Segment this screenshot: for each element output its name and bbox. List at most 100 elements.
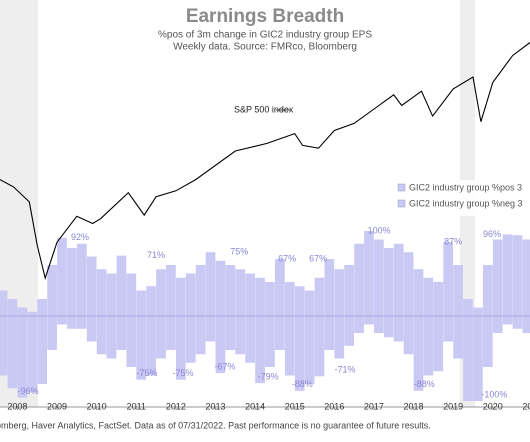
x-tick-label: 2016 (324, 401, 344, 411)
bar (47, 316, 57, 350)
bar (403, 252, 414, 316)
x-tick-label: 2012 (166, 401, 186, 411)
bar (27, 316, 38, 393)
bar (215, 316, 226, 373)
bar (96, 316, 107, 355)
bar (482, 316, 493, 367)
data-label: 100% (368, 225, 391, 235)
bar (492, 316, 503, 333)
bar (512, 316, 523, 329)
bar (146, 286, 156, 316)
bar (76, 316, 87, 329)
bar (433, 282, 444, 316)
bar (166, 265, 176, 316)
bar (37, 299, 48, 316)
bar (522, 316, 530, 333)
bar (255, 316, 265, 384)
bar (126, 316, 137, 367)
bar (393, 243, 404, 316)
bar (265, 282, 275, 316)
bar (116, 316, 127, 350)
x-tick-label: 2020 (483, 401, 503, 411)
bar (57, 316, 67, 325)
data-label: 87% (444, 236, 462, 246)
legend (396, 180, 530, 216)
bar (255, 277, 265, 316)
chart-title: Earnings Breadth (186, 6, 344, 27)
bar (76, 243, 87, 316)
bar (433, 316, 444, 372)
bar (146, 316, 156, 376)
bar (156, 269, 166, 316)
bar (393, 316, 404, 342)
bar (453, 265, 463, 316)
x-tick-label: 2019 (443, 401, 463, 411)
bar (185, 316, 196, 363)
bar (492, 239, 503, 316)
data-label: -96% (18, 386, 39, 396)
bar (166, 316, 176, 350)
bar (275, 316, 285, 350)
data-label: -75% (136, 368, 157, 378)
data-label: 96% (483, 229, 501, 239)
bar (413, 269, 424, 316)
bar (245, 273, 255, 316)
bar (275, 259, 285, 316)
x-tick-label: 2017 (364, 401, 384, 411)
bar (324, 316, 335, 350)
bar (126, 273, 137, 316)
bar (205, 252, 216, 316)
bar (294, 286, 305, 316)
bar (482, 265, 493, 316)
bar (116, 255, 127, 316)
x-tick-label: 2015 (285, 401, 305, 411)
bar (354, 316, 364, 333)
bar (423, 277, 434, 316)
bar (27, 311, 38, 316)
legend-swatch (397, 199, 406, 208)
bar (225, 316, 236, 350)
subtitle: Weekly data. Source: FMRco, Bloomberg (173, 42, 357, 53)
bar (7, 316, 18, 389)
bar (17, 307, 28, 316)
bar (294, 316, 305, 391)
legend-label: GIC2 industry group %pos 3 (409, 182, 522, 192)
bar (17, 316, 28, 398)
data-label: -67% (214, 361, 235, 371)
bar (0, 290, 8, 316)
bar (106, 273, 117, 316)
bar (185, 273, 196, 316)
bar (473, 316, 483, 401)
bar (344, 265, 355, 316)
bar (374, 316, 384, 333)
bar (156, 316, 166, 359)
bar (334, 316, 345, 359)
bar (86, 256, 97, 316)
bar (314, 277, 325, 316)
legend-label: GIC2 industry group %neg 3 (409, 198, 523, 208)
bar (245, 316, 255, 363)
bar (86, 316, 97, 342)
line-label: S&P 500 index (234, 104, 294, 114)
bar (67, 316, 77, 329)
bar (205, 316, 216, 342)
bar (284, 316, 295, 376)
data-label: -79% (258, 372, 279, 382)
bar (383, 248, 394, 316)
bar (403, 316, 414, 355)
bar (136, 290, 147, 316)
bar (443, 316, 454, 342)
data-label: -75% (172, 368, 193, 378)
x-tick-label: 2013 (205, 401, 225, 411)
data-label: 71% (147, 250, 165, 260)
legend-swatch (397, 183, 406, 192)
bar (7, 299, 18, 316)
bar (364, 316, 374, 325)
bar (195, 316, 206, 355)
bar (423, 316, 434, 376)
bar (47, 265, 57, 316)
index-line (0, 42, 530, 281)
footer: omberg, Haver Analytics, FactSet. Data a… (0, 420, 431, 430)
bar (37, 316, 48, 384)
bar (57, 237, 67, 316)
